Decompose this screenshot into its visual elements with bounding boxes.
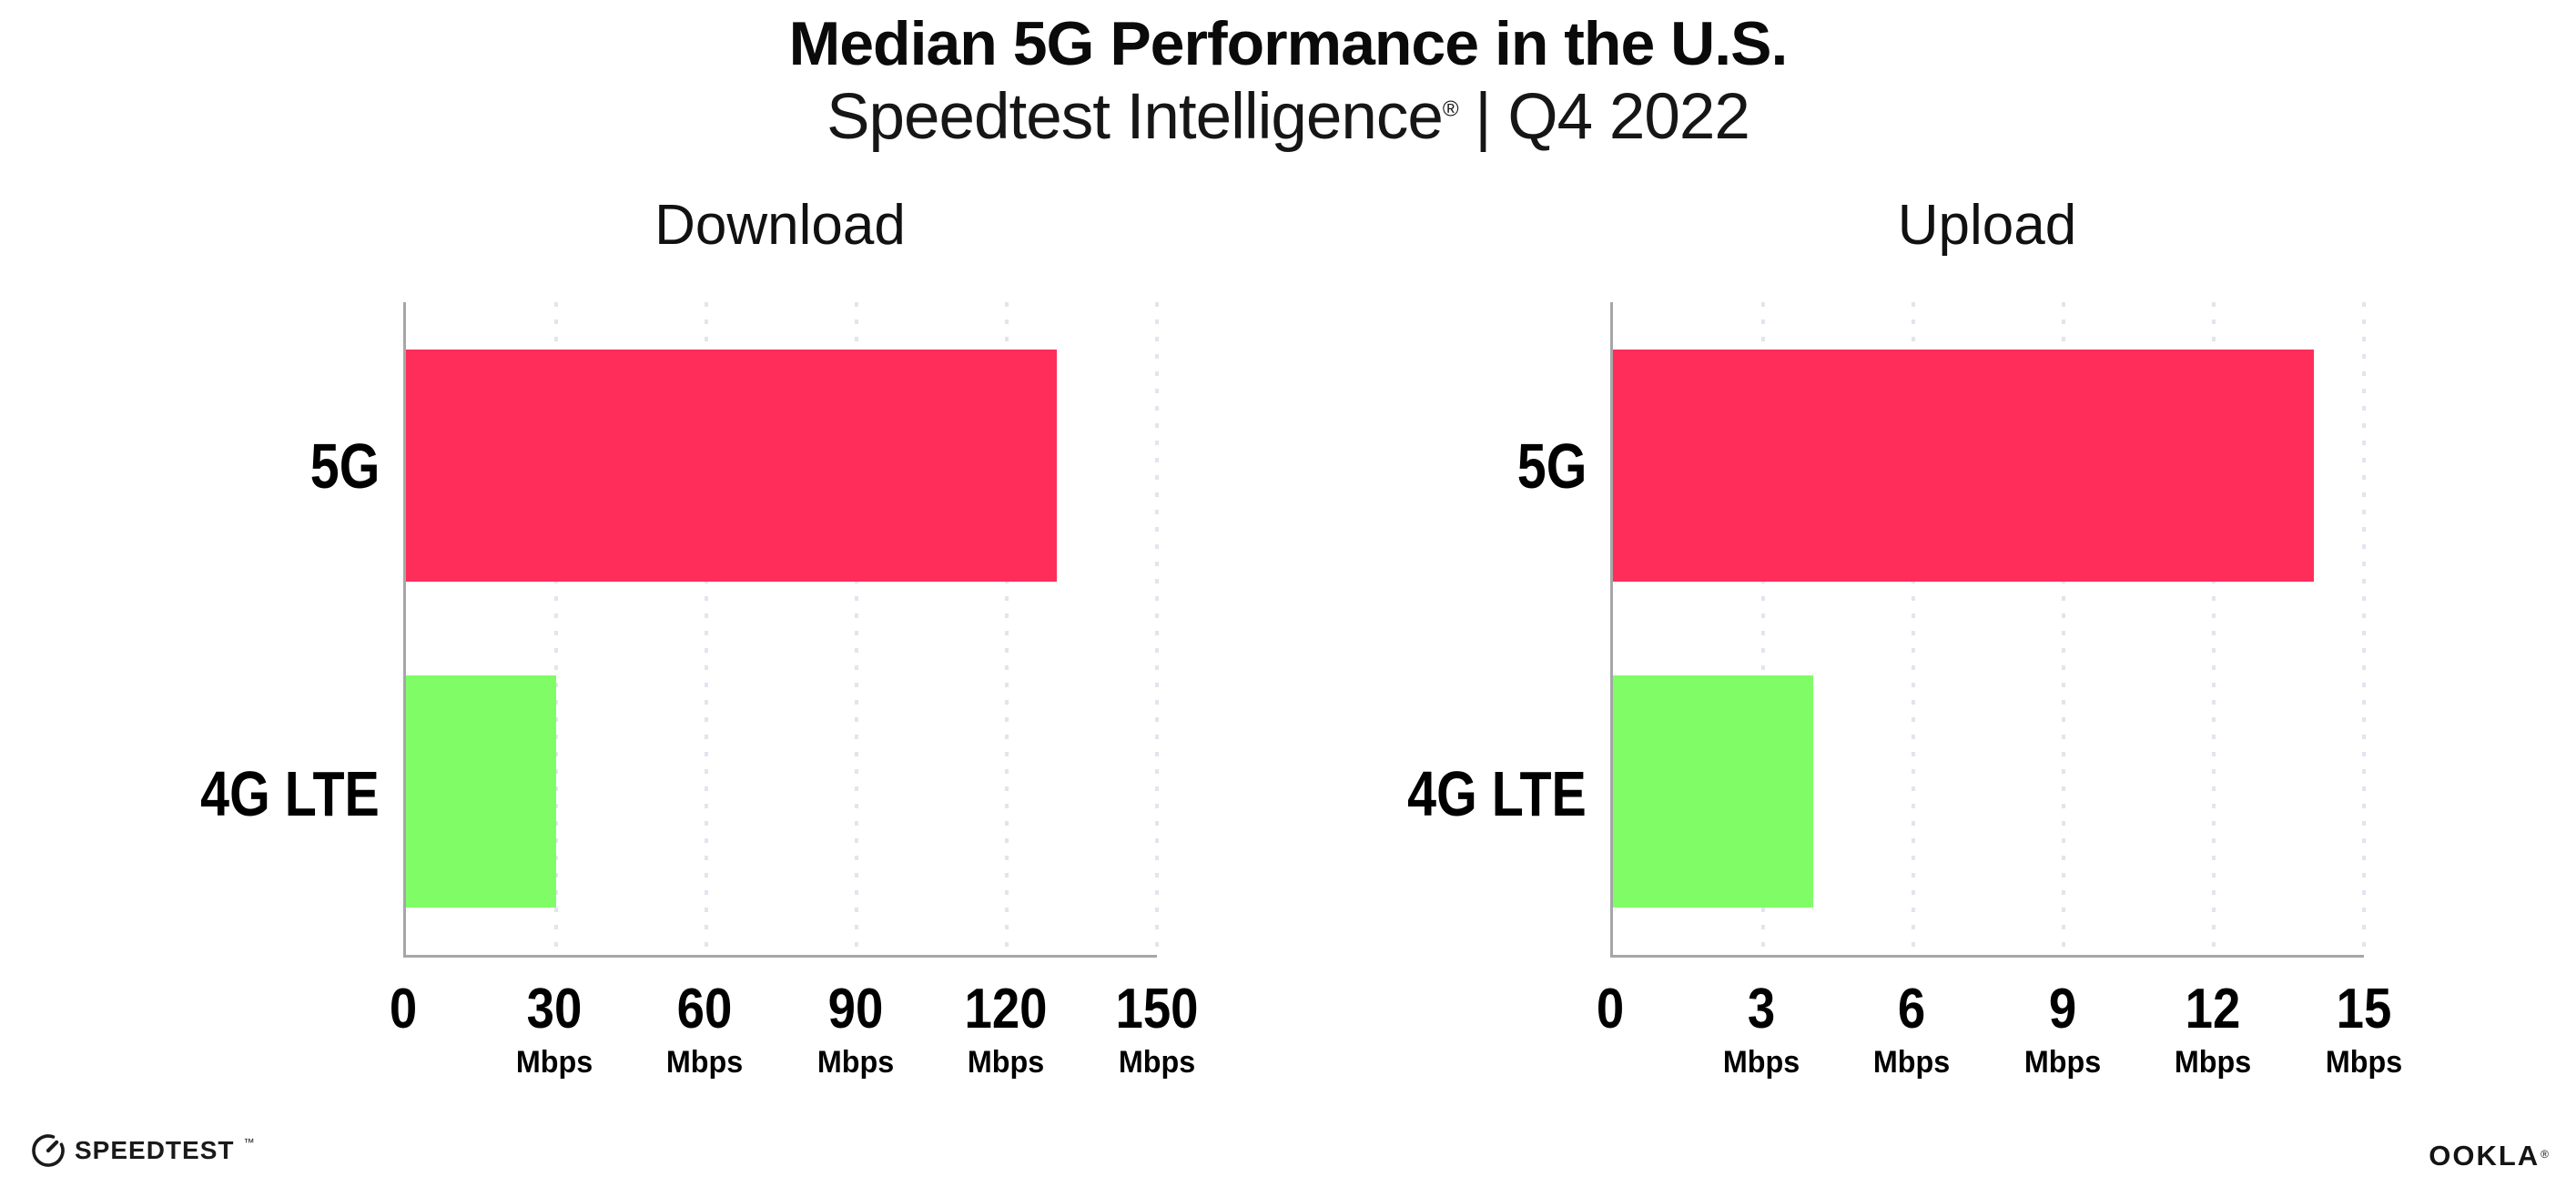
tick-unit: Mbps [1722,1045,1800,1080]
download-x-tick-0: 0 [388,981,419,1038]
gridline-120 [1005,302,1009,955]
tick-value: 9 [2048,978,2076,1040]
download-x-tick-120: 120 Mbps [959,981,1053,1080]
upload-bar-5g [1613,349,2314,582]
gridline-12 [2212,302,2216,955]
tick-unit: Mbps [515,1045,593,1080]
registered-symbol: ® [2541,1148,2549,1161]
download-x-tick-90: 90 Mbps [815,981,896,1080]
ookla-wordmark: OOKLA [2429,1140,2541,1172]
download-row-4g-lte [406,629,1157,956]
download-row-5g [406,302,1157,629]
registered-mark: ® [1442,96,1459,122]
upload-row-4g-lte [1613,629,2364,956]
tick-unit: Mbps [2325,1045,2403,1080]
upload-x-tick-15: 15 Mbps [2324,981,2405,1080]
gridline-150 [1155,302,1159,955]
download-plot-area [403,302,1159,958]
y-axis-label-5g: 5G [1516,431,1587,502]
subtitle-brand: Speedtest Intelligence [827,81,1444,153]
tick-unit: Mbps [2023,1045,2101,1080]
upload-x-tick-9: 9 Mbps [2022,981,2103,1080]
tick-value: 120 [964,978,1048,1040]
tick-value: 90 [827,978,884,1040]
tick-value: 150 [1115,978,1199,1040]
tick-value: 0 [1596,978,1625,1040]
tick-value: 15 [2336,978,2392,1040]
download-bar-4g-lte [406,675,556,908]
ookla-logo: OOKLA® [2429,1140,2549,1172]
page-title: Median 5G Performance in the U.S. [788,9,1789,78]
download-x-tick-60: 60 Mbps [664,981,745,1080]
tick-value: 3 [1747,978,1775,1040]
speedtest-logo: SPEEDTEST ™ [30,1132,254,1169]
tick-unit: Mbps [666,1045,744,1080]
tick-value: 0 [389,978,418,1040]
download-x-tick-30: 30 Mbps [513,981,594,1080]
download-chart-title: Download [654,194,906,258]
subtitle-period: | Q4 2022 [1457,81,1750,153]
tick-value: 12 [2186,978,2241,1040]
upload-x-tick-3: 3 Mbps [1720,981,1801,1080]
speedtest-wordmark: SPEEDTEST [75,1136,235,1164]
tick-value: 6 [1898,978,1926,1040]
gridline-90 [855,302,858,955]
y-axis-label-4g-lte: 4G LTE [1407,758,1587,829]
trademark-symbol: ™ [243,1136,255,1149]
upload-row-5g [1613,302,2364,629]
tick-unit: Mbps [968,1045,1045,1080]
gridline-15 [2362,302,2366,955]
gridline-30 [554,302,558,955]
download-x-axis: 0 30 Mbps 60 Mbps 90 Mbps 120 Mbps 150 Mbps [390,958,1199,1112]
upload-x-tick-12: 12 Mbps [2173,981,2254,1080]
upload-x-axis: 0 3 Mbps 6 Mbps 9 Mbps 12 Mbps 15 Mbps [1597,958,2402,1112]
tick-unit: Mbps [816,1045,894,1080]
y-axis-label-5g: 5G [309,431,380,502]
upload-chart-title: Upload [1897,194,2077,258]
download-bar-5g [406,349,1057,582]
header: Median 5G Performance in the U.S. Speedt… [0,7,2576,155]
gridline-6 [1912,302,1915,955]
tick-value: 60 [676,978,733,1040]
tick-unit: Mbps [1118,1045,1196,1080]
tick-unit: Mbps [2175,1045,2252,1080]
upload-x-tick-6: 6 Mbps [1871,981,1952,1080]
upload-y-axis-labels: 5G 4G LTE [1371,302,1610,958]
upload-bar-4g-lte [1613,675,1813,908]
speedtest-gauge-icon [32,1134,65,1167]
y-axis-label-4g-lte: 4G LTE [200,758,380,829]
upload-plot-area [1610,302,2366,958]
tick-unit: Mbps [1873,1045,1951,1080]
download-chart: Download 5G 4G LTE 0 30 Mbps 60 Mbps 90 Mbps 120… [164,194,1199,1112]
upload-chart: Upload 5G 4G LTE 0 3 Mbps 6 Mbps 9 Mbps 12 Mbps 15… [1371,194,2402,1112]
upload-x-tick-0: 0 [1595,981,1626,1038]
gridline-9 [2062,302,2065,955]
subtitle: Speedtest Intelligence® | Q4 2022 [0,80,2576,155]
gridline-3 [1761,302,1765,955]
download-y-axis-labels: 5G 4G LTE [164,302,403,958]
gridline-60 [705,302,708,955]
tick-value: 30 [526,978,582,1040]
download-x-tick-150: 150 Mbps [1110,981,1203,1080]
